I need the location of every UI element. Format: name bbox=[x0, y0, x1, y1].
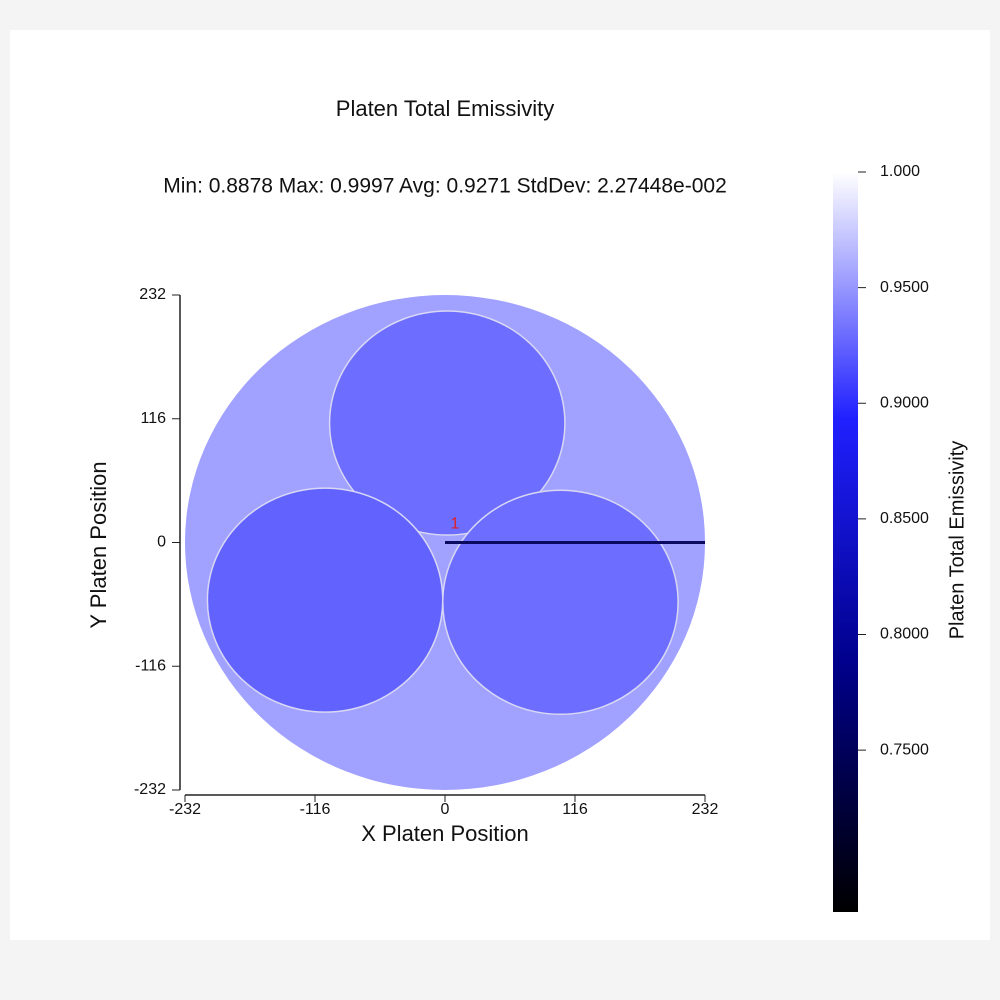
wafer bbox=[442, 489, 679, 716]
colorbar-tick-label: 0.7500 bbox=[880, 741, 929, 758]
annotation: 1 bbox=[451, 516, 460, 533]
x-tick-label: -116 bbox=[300, 801, 331, 818]
y-tick-label: 232 bbox=[139, 286, 166, 303]
x-axis-label: X Platen Position bbox=[361, 821, 529, 846]
y-tick-label: 0 bbox=[157, 534, 166, 551]
chart-subtitle: Min: 0.8878 Max: 0.9997 Avg: 0.9271 StdD… bbox=[163, 175, 727, 198]
colorbar-label: Platen Total Emissivity bbox=[946, 441, 968, 640]
x-tick-label: -232 bbox=[169, 801, 201, 818]
colorbar-tick-label: 0.9000 bbox=[880, 394, 929, 411]
x-tick-label: 116 bbox=[562, 801, 588, 818]
colorbar bbox=[833, 172, 858, 912]
colorbar-tick-label: 0.9500 bbox=[880, 279, 929, 296]
chart-title: Platen Total Emissivity bbox=[336, 96, 554, 121]
colorbar-tick-label: 0.8500 bbox=[880, 510, 929, 527]
wafer bbox=[206, 487, 444, 713]
y-axis-label: Y Platen Position bbox=[86, 461, 111, 628]
x-tick-label: 0 bbox=[441, 801, 450, 818]
colorbar-tick-label: 1.000 bbox=[880, 163, 920, 180]
wafer bbox=[328, 310, 566, 536]
colorbar-tick-label: 0.8000 bbox=[880, 626, 929, 643]
y-tick-label: 116 bbox=[140, 410, 166, 427]
x-tick-label: 232 bbox=[692, 801, 719, 818]
y-tick-label: -232 bbox=[134, 781, 166, 798]
y-tick-label: -116 bbox=[135, 657, 166, 674]
